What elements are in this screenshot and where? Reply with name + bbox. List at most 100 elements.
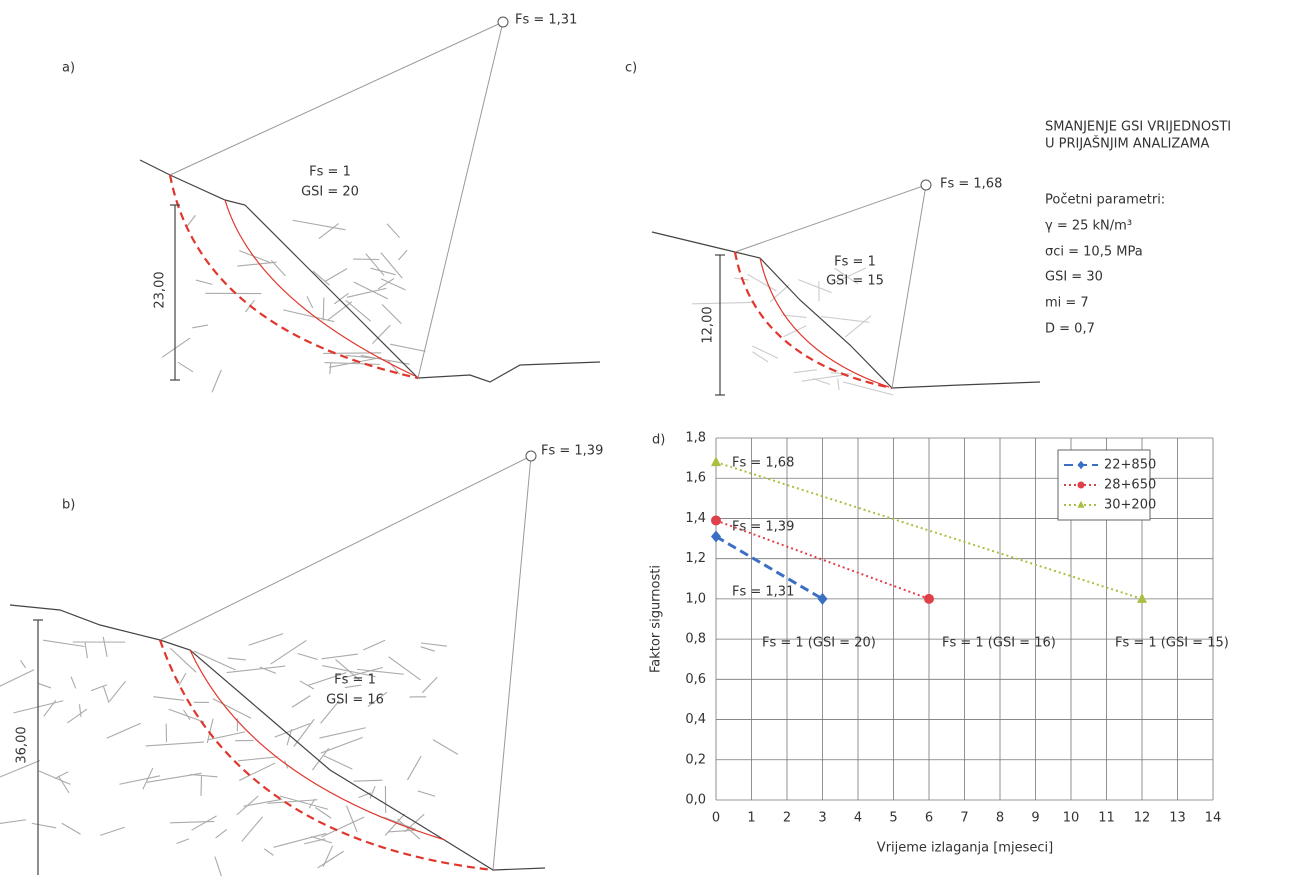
joint <box>845 316 871 337</box>
marker <box>711 531 721 543</box>
y-tick-label: 0,4 <box>685 712 706 727</box>
annotation: Fs = 1 (GSI = 20) <box>762 636 876 651</box>
x-tick-label: 4 <box>854 811 862 826</box>
joint <box>119 776 160 784</box>
params-title: Početni parametri: <box>1045 193 1165 208</box>
marker <box>711 515 721 525</box>
joint <box>843 382 893 395</box>
legend-label: 28+650 <box>1104 478 1156 493</box>
ground <box>140 160 600 382</box>
x-tick-label: 2 <box>783 811 791 826</box>
joint <box>421 647 435 652</box>
joint <box>328 302 352 320</box>
joint <box>398 819 420 839</box>
y-tick-label: 1,4 <box>685 511 706 526</box>
joint <box>85 642 87 658</box>
joint <box>196 280 212 284</box>
fs-label: Fs = 1 <box>309 165 351 180</box>
joint <box>382 304 401 323</box>
joint <box>38 683 51 688</box>
height-label: 36,00 <box>15 726 30 763</box>
joint <box>752 346 778 358</box>
joint <box>421 643 447 646</box>
joint <box>313 271 330 285</box>
x-tick-label: 8 <box>996 811 1004 826</box>
joint <box>398 250 407 260</box>
joint <box>407 756 421 780</box>
x-tick-label: 5 <box>889 811 897 826</box>
joint <box>212 370 221 392</box>
joint <box>153 697 184 701</box>
param: mi = 7 <box>1045 296 1089 311</box>
joint <box>215 857 221 877</box>
param: γ = 25 kN/m³ <box>1045 219 1132 234</box>
joint <box>388 657 420 680</box>
joint <box>354 282 388 299</box>
legend-label: 22+850 <box>1104 458 1156 473</box>
y-tick-label: 0,2 <box>685 752 706 767</box>
joint <box>242 817 263 842</box>
y-tick-label: 1,8 <box>685 431 706 446</box>
joint <box>381 253 402 278</box>
center-point <box>526 451 536 461</box>
joint <box>321 817 364 837</box>
marker <box>924 594 934 604</box>
y-tick-label: 0,0 <box>685 793 706 808</box>
joint <box>109 681 125 701</box>
joint <box>275 724 310 738</box>
center-point <box>921 180 931 190</box>
x-tick-label: 6 <box>925 811 933 826</box>
joint <box>838 378 839 390</box>
y-tick-label: 1,0 <box>685 591 706 606</box>
gsi-label: GSI = 16 <box>326 693 384 708</box>
joint <box>334 293 348 304</box>
x-axis-label: Vrijeme izlaganja [mjeseci] <box>877 841 1053 856</box>
y-tick-label: 0,6 <box>685 672 706 687</box>
note-title: SMANJENJE GSI VRIJEDNOSTI <box>1045 120 1231 135</box>
note-title: U PRIJAŠNJIM ANALIZAMA <box>1045 136 1209 152</box>
joint <box>319 728 365 738</box>
fs-top-label: Fs = 1,31 <box>515 13 577 28</box>
joint <box>107 723 141 738</box>
height-label: 23,00 <box>153 271 168 308</box>
joint <box>43 640 84 646</box>
x-tick-label: 1 <box>747 811 755 826</box>
joint <box>422 677 437 692</box>
joint <box>821 317 869 323</box>
joint <box>0 670 34 687</box>
gsi-label: GSI = 20 <box>301 185 359 200</box>
joint <box>363 640 385 650</box>
joint <box>418 791 435 796</box>
annotation: Fs = 1,68 <box>732 456 794 471</box>
joint <box>347 806 358 832</box>
marker <box>818 593 828 605</box>
chart: d) Vrijeme izlaganja [mjeseci] Faktor si… <box>649 431 1229 856</box>
joint <box>201 776 202 796</box>
y-tick-label: 0,8 <box>685 632 706 647</box>
joint <box>44 700 56 716</box>
joint <box>62 823 81 834</box>
joint <box>100 827 124 835</box>
joint <box>354 780 383 781</box>
joint <box>315 807 331 818</box>
joint <box>433 740 458 755</box>
rock-joints <box>0 215 893 876</box>
joint <box>322 654 358 659</box>
joint <box>390 344 425 351</box>
joint <box>192 816 217 830</box>
fs-label: Fs = 1 <box>834 255 876 270</box>
joint <box>103 637 107 657</box>
joint <box>177 839 189 844</box>
panel-label: c) <box>625 61 637 76</box>
joint <box>249 634 284 646</box>
joint <box>304 839 325 844</box>
slip-surface <box>170 175 418 378</box>
joint <box>794 370 817 373</box>
joint <box>178 362 193 372</box>
joint <box>179 673 186 685</box>
param: GSI = 30 <box>1045 270 1103 285</box>
joint <box>748 274 777 291</box>
panel-c: c) 12,00 Fs = 1 GSI = 15 Fs = 1,68 <box>625 61 1040 396</box>
joint <box>752 352 768 362</box>
